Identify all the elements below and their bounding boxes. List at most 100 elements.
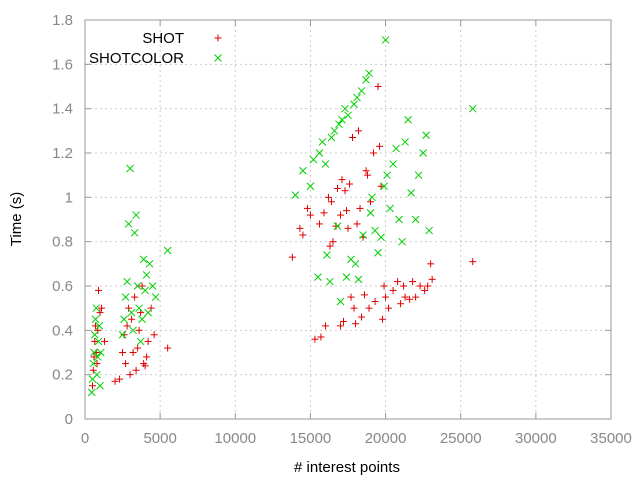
y-tick-label: 1.8 — [52, 12, 73, 29]
data-point — [118, 330, 127, 339]
data-point — [421, 286, 429, 294]
data-point — [309, 155, 318, 164]
data-point — [323, 251, 331, 259]
data-point — [142, 271, 151, 279]
data-point — [335, 120, 343, 129]
y-tick-label: 1.2 — [52, 145, 73, 162]
data-point — [89, 382, 97, 390]
data-point — [128, 315, 136, 323]
data-point — [382, 293, 390, 301]
data-point — [131, 293, 139, 301]
data-point — [138, 282, 146, 290]
data-point — [371, 298, 379, 306]
data-point — [368, 193, 376, 202]
data-point — [411, 215, 420, 224]
data-point — [406, 295, 414, 303]
data-point — [379, 315, 387, 323]
x-tick-label: 5000 — [143, 430, 176, 447]
data-point — [96, 348, 105, 357]
data-point — [315, 220, 323, 228]
series-shotcolor — [87, 36, 477, 397]
data-point — [129, 349, 137, 356]
y-tick-label: 1.6 — [52, 56, 73, 73]
data-point — [111, 377, 119, 385]
data-point — [416, 282, 424, 290]
data-point — [94, 337, 103, 346]
data-point — [132, 366, 140, 374]
data-point — [469, 258, 477, 266]
data-point — [419, 149, 427, 157]
data-point — [133, 282, 142, 290]
data-point — [359, 231, 367, 239]
data-point — [145, 259, 154, 268]
data-point — [327, 133, 336, 142]
data-point — [130, 228, 139, 237]
data-point — [409, 278, 417, 286]
data-point — [96, 381, 104, 390]
data-point — [468, 104, 477, 113]
data-point — [350, 100, 358, 109]
data-point — [321, 322, 329, 330]
x-tick-label: 15000 — [290, 430, 332, 447]
y-tick-label: 0.4 — [52, 322, 73, 339]
data-point — [336, 211, 344, 219]
data-point — [412, 293, 420, 301]
data-point — [383, 171, 391, 180]
data-point — [374, 83, 382, 90]
data-point — [353, 220, 361, 228]
data-point — [123, 277, 131, 286]
data-point — [394, 278, 402, 286]
data-point — [151, 293, 160, 301]
data-point — [414, 171, 423, 180]
data-point — [296, 224, 304, 232]
legend-label: SHOTCOLOR — [89, 50, 184, 67]
data-point — [125, 304, 133, 312]
data-point — [123, 322, 131, 330]
data-point — [87, 388, 96, 397]
data-point — [424, 282, 432, 290]
data-point — [329, 238, 337, 246]
data-point — [333, 222, 342, 231]
data-point — [288, 253, 296, 261]
x-tick-label: 30000 — [515, 430, 557, 447]
data-point — [338, 176, 346, 184]
y-tick-label: 0.8 — [52, 234, 73, 251]
legend: SHOT SHOTCOLOR — [89, 30, 222, 67]
data-point — [124, 220, 133, 228]
data-point — [422, 131, 431, 140]
data-points — [87, 36, 477, 397]
data-point — [163, 246, 172, 255]
data-point — [356, 204, 364, 212]
data-point — [377, 233, 385, 242]
data-point — [143, 353, 151, 361]
data-point — [120, 315, 128, 324]
data-point — [299, 166, 307, 175]
data-point — [147, 304, 155, 312]
series-shot — [89, 83, 477, 390]
data-point — [428, 275, 436, 283]
data-point — [371, 226, 379, 235]
data-point — [93, 360, 101, 368]
data-point — [320, 209, 328, 217]
data-point — [336, 297, 345, 306]
data-point — [333, 184, 341, 192]
data-point — [350, 304, 358, 312]
axis-ticks: 0 5000 10000 15000 20000 25000 30000 35000 0 0.2 0… — [52, 12, 632, 447]
data-point — [349, 133, 357, 141]
data-point — [93, 370, 101, 379]
data-point — [332, 222, 340, 230]
data-point — [397, 300, 405, 308]
data-point — [98, 304, 106, 312]
data-point — [95, 286, 103, 294]
data-point — [407, 189, 415, 197]
data-point — [126, 164, 134, 173]
data-point — [89, 366, 97, 374]
data-point — [314, 273, 322, 281]
data-point — [351, 259, 360, 268]
data-point — [89, 359, 98, 368]
y-axis-label: Time (s) — [8, 192, 25, 246]
data-point — [126, 371, 134, 379]
data-point — [318, 138, 327, 146]
data-point — [370, 149, 378, 157]
y-tick-label: 1 — [65, 189, 73, 206]
